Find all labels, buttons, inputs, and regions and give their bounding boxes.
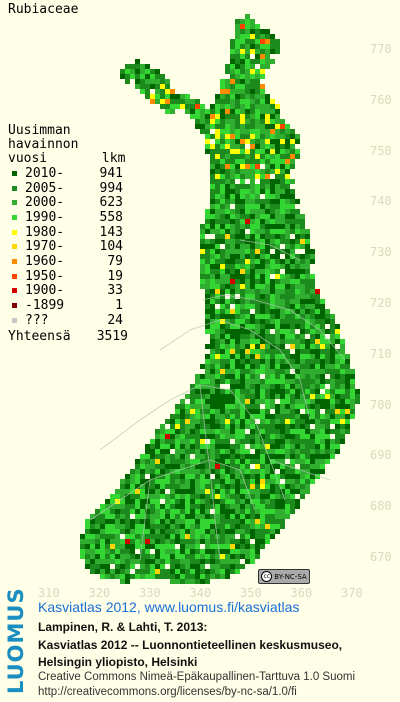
y-tick-label: 770 [370, 42, 392, 56]
legend-row: ??? 24 [8, 313, 128, 328]
legend-count: 33 [107, 283, 123, 299]
legend-row: 2005- 994 [8, 181, 128, 196]
cc-icon: cc [261, 571, 273, 582]
x-tick-label: 310 [38, 586, 60, 600]
legend-label: 1900- [25, 283, 65, 299]
legend-swatch [12, 288, 17, 294]
legend-row: 2010- 941 [8, 166, 128, 181]
legend-row: -1899 1 [8, 298, 128, 313]
legend-swatch [12, 273, 17, 279]
legend-label: ??? [25, 312, 49, 328]
license-badge[interactable]: cc BY-NC-SA [258, 569, 310, 584]
x-tick-label: 340 [189, 586, 212, 600]
y-tick-label: 700 [370, 397, 392, 412]
license-badge-text: BY-NC-SA [274, 572, 307, 581]
y-tick-label: 750 [370, 143, 392, 158]
legend-count: 1 [115, 298, 123, 314]
legend-count: 558 [99, 209, 123, 225]
legend-label: 1970- [25, 239, 65, 255]
legend-header-2: havainnon [8, 137, 79, 152]
kasviatlas-link[interactable]: Kasviatlas 2012, www.luomus.fi/kasviatla… [38, 599, 300, 615]
legend-count: 994 [99, 180, 123, 196]
legend-row: 1970- 104 [8, 239, 128, 254]
legend-total: Yhteensä 3519 [8, 329, 128, 344]
y-tick-label: 760 [370, 92, 392, 107]
luomus-logo: LUOMUS [4, 587, 28, 694]
legend-count: 623 [99, 195, 123, 211]
legend-row: 1960- 79 [8, 254, 128, 269]
x-tick-label: 370 [341, 586, 363, 600]
y-tick-label: 720 [370, 296, 392, 310]
citation-line-3: Helsingin yliopisto, Helsinki [38, 655, 198, 669]
citation-line-2: Kasviatlas 2012 -- Luonnontieteellinen k… [38, 638, 343, 652]
legend-row: 1950- 19 [8, 269, 128, 284]
legend-count: 941 [99, 165, 123, 181]
legend-label: 1980- [25, 224, 65, 240]
x-tick-label: 330 [139, 586, 161, 600]
legend-row: 1990- 558 [8, 210, 128, 225]
region-borders [89, 239, 346, 561]
y-tick-label: 670 [370, 550, 392, 564]
legend-total-count: 3519 [96, 328, 128, 344]
legend-count: 79 [107, 253, 123, 269]
legend-count: 24 [107, 312, 123, 328]
legend-row: 2000- 623 [8, 195, 128, 210]
y-tick-label: 690 [370, 448, 392, 463]
x-tick-label: 360 [290, 586, 313, 600]
license-url[interactable]: http://creativecommons.org/licenses/by-n… [38, 686, 297, 698]
legend-header-1: Uusimman [8, 123, 71, 138]
legend-swatch [12, 200, 17, 206]
legend-label: 1960- [25, 253, 65, 269]
map-title: Rubiaceae [8, 2, 79, 17]
legend-row: 1900- 33 [8, 283, 128, 299]
legend-count: 104 [99, 239, 123, 255]
legend-swatch [12, 303, 17, 309]
legend-header-3: vuosi lkm [8, 151, 126, 166]
legend-total-label: Yhteensä [8, 328, 71, 344]
citation-line-1: Lampinen, R. & Lahti, T. 2013: [38, 620, 208, 634]
legend-swatch [12, 185, 17, 191]
y-tick-label: 680 [370, 499, 392, 514]
legend-count: 143 [99, 224, 123, 240]
map-grid-cells [80, 14, 360, 584]
legend-swatch [12, 317, 17, 323]
y-tick-label: 710 [370, 346, 392, 361]
x-tick-label: 350 [240, 586, 262, 600]
license-line-1: Creative Commons Nimeä-Epäkaupallinen-Ta… [38, 671, 356, 683]
legend-swatch [12, 229, 17, 235]
legend-row: 1980- 143 [8, 225, 128, 240]
legend-count: 19 [107, 268, 123, 284]
legend-swatch [12, 214, 17, 220]
legend-label: 1990- [25, 209, 65, 225]
legend-label: 2005- [25, 180, 65, 196]
legend-rows: 2010- 941 2005- 994 2000- 623 1990- 558 1980- 143… [8, 166, 128, 328]
legend-swatch [12, 244, 17, 250]
x-tick-label: 320 [88, 586, 111, 600]
legend: Uusimman havainnon vuosi lkm 2010- 941 200… [8, 124, 128, 344]
legend-label: 2010- [25, 165, 65, 181]
y-tick-label: 740 [370, 194, 392, 209]
legend-swatch [12, 258, 17, 264]
y-tick-label: 730 [370, 245, 392, 260]
distribution-map [80, 14, 360, 584]
legend-swatch [12, 170, 17, 176]
legend-label: -1899 [25, 298, 65, 314]
legend-label: 1950- [25, 268, 65, 284]
legend-label: 2000- [25, 195, 65, 211]
